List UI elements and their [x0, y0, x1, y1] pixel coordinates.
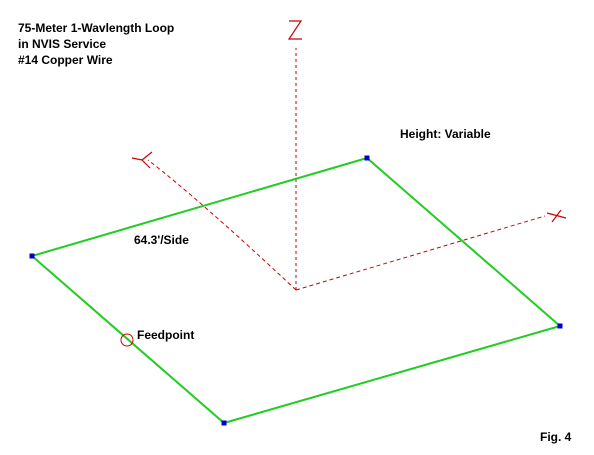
title-line: 75-Meter 1-Wavlength Loop — [18, 21, 175, 35]
figure-number-label: Fig. 4 — [540, 430, 572, 444]
y-axis-line — [147, 159, 297, 291]
x-axis-line — [295, 215, 546, 291]
corner-marker — [364, 155, 370, 161]
corner-marker — [221, 420, 227, 426]
side-length-label: 64.3'/Side — [134, 233, 189, 247]
y-axis-letter — [131, 151, 153, 169]
title-line: #14 Copper Wire — [18, 53, 113, 67]
corner-marker — [557, 323, 563, 329]
feedpoint-label: Feedpoint — [137, 328, 195, 342]
feedpoint-marker — [120, 333, 134, 347]
x-axis-letter — [546, 209, 567, 223]
height-label: Height: Variable — [400, 127, 491, 141]
corner-marker — [29, 253, 35, 259]
z-axis-letter — [287, 20, 303, 40]
title-line: in NVIS Service — [18, 37, 107, 51]
diagram-title: 75-Meter 1-Wavlength Loop in NVIS Servic… — [18, 20, 174, 68]
